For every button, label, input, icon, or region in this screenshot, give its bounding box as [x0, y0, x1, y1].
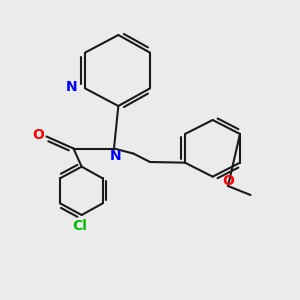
- Text: O: O: [32, 128, 44, 142]
- Text: Cl: Cl: [73, 219, 88, 233]
- Text: O: O: [222, 174, 234, 188]
- Text: N: N: [66, 80, 77, 94]
- Text: N: N: [110, 149, 121, 163]
